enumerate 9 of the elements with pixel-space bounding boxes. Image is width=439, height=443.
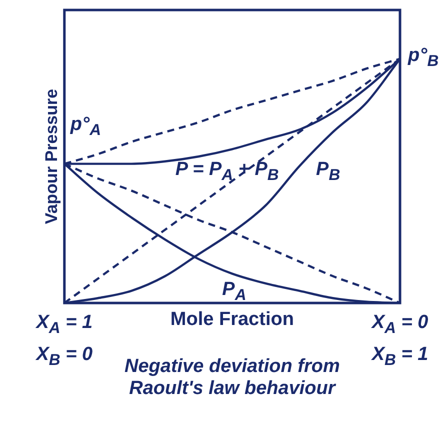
annotation: p°$_{A}$ bbox=[70, 114, 102, 140]
series-label: P$_{B}$ bbox=[316, 159, 340, 186]
x-tick-label: X$_{A}$ = 1 X$_{B}$ = 0 bbox=[36, 311, 93, 371]
y-axis-title: Vapour Pressure bbox=[42, 88, 61, 224]
x-tick-label: X$_{A}$ = 0 X$_{B}$ = 1 bbox=[372, 311, 428, 371]
text: Negative deviation from Raoult's law behaviour bbox=[124, 356, 340, 400]
series-label: P$_{A}$ bbox=[222, 279, 246, 306]
annotation: p°$_{B}$ bbox=[408, 44, 439, 71]
x-axis-title: Mole Fraction bbox=[170, 309, 294, 331]
